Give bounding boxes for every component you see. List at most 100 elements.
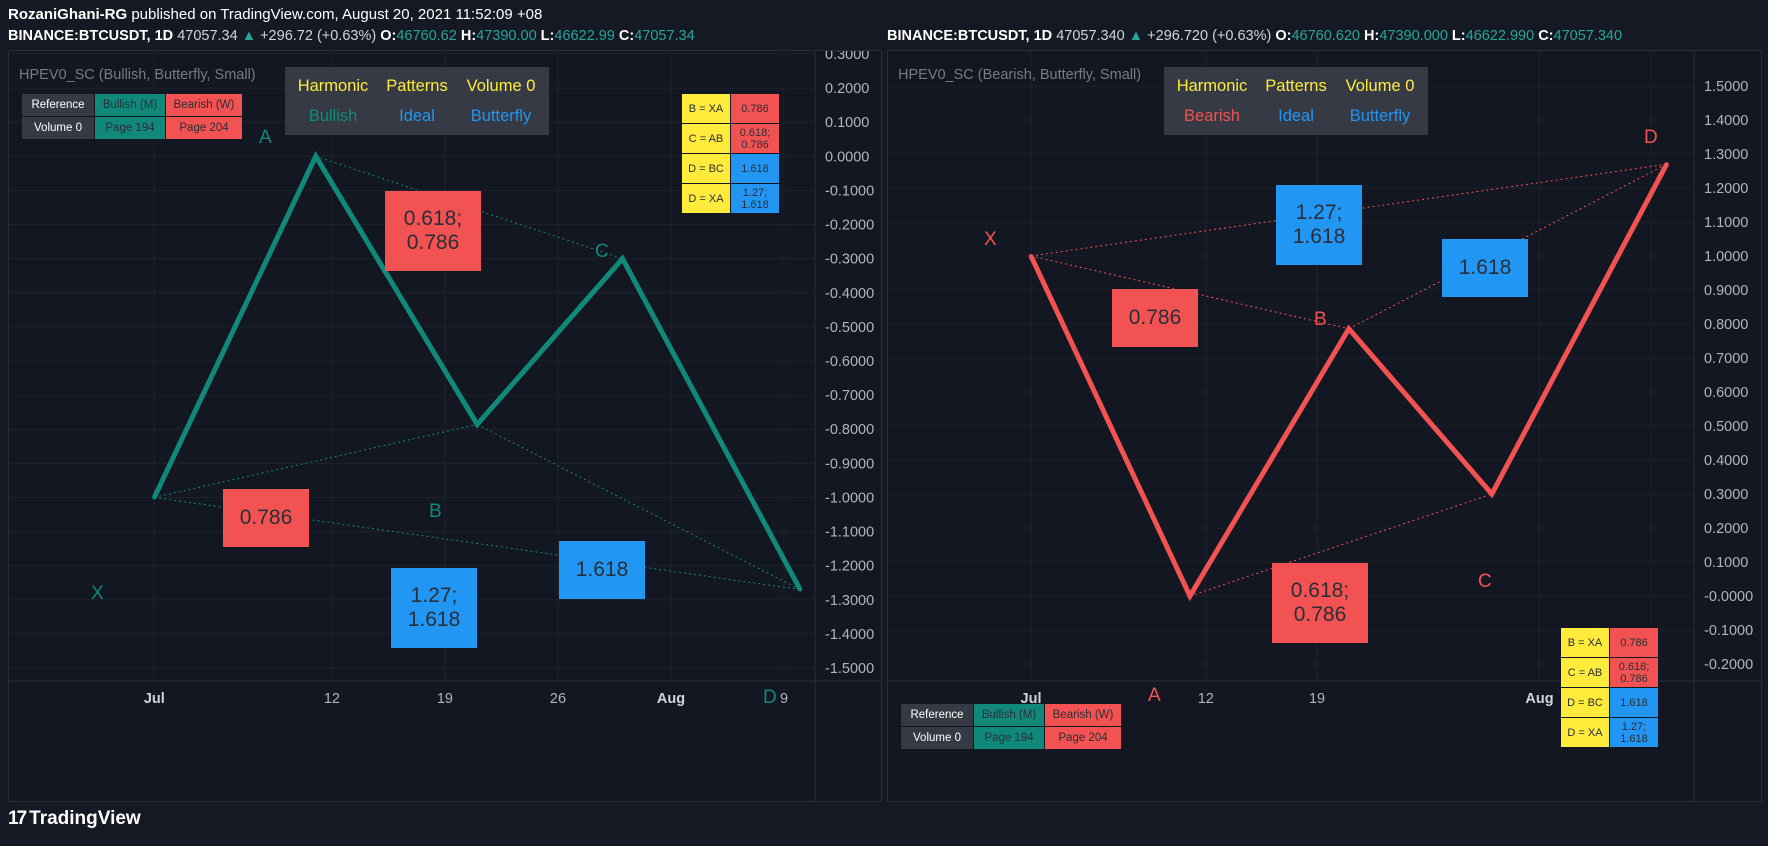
y-tick-label: -0.2000 xyxy=(825,218,874,234)
ratio-label: B = XA xyxy=(681,93,731,124)
indicator-title[interactable]: HPEV0_SC (Bearish, Butterfly, Small) xyxy=(898,67,1142,83)
ref-cell: Bearish (W) xyxy=(165,93,243,117)
legend-ideal: Ideal xyxy=(399,107,435,125)
ratio-dotted-line xyxy=(476,424,801,590)
x-tick-label: 12 xyxy=(1198,691,1214,707)
y-tick-label: -0.2000 xyxy=(1704,657,1753,673)
y-tick-label: 1.1000 xyxy=(1704,215,1748,231)
pattern-legend: Harmonic Patterns Volume 0 Bullish Ideal… xyxy=(285,67,549,135)
ratio-label: C = AB xyxy=(681,123,731,154)
ratio-box-bd: 1.618 xyxy=(559,541,645,599)
ref-cell: Page 204 xyxy=(1044,726,1122,750)
y-tick-label: 0.6000 xyxy=(1704,385,1748,401)
ticker-symbol[interactable]: BINANCE:BTCUSDT, 1D xyxy=(887,28,1053,44)
y-tick-label: 1.0000 xyxy=(1704,249,1748,265)
ratio-box-ac: 0.618; 0.786 xyxy=(385,191,481,271)
y-tick-label: -1.2000 xyxy=(825,559,874,575)
y-tick-label: -1.4000 xyxy=(825,627,874,643)
brand-name: TradingView xyxy=(29,808,141,829)
ticker-price: 47057.34 xyxy=(177,28,238,44)
ticker-symbol[interactable]: BINANCE:BTCUSDT, 1D xyxy=(8,28,174,44)
right-chart-panel[interactable]: 1.5000 1.4000 1.3000 1.2000 1.1000 1.0000 0.90… xyxy=(887,50,1762,802)
indicator-title[interactable]: HPEV0_SC (Bullish, Butterfly, Small) xyxy=(19,67,256,83)
y-tick-label: -0.8000 xyxy=(825,422,874,438)
point-marker-b xyxy=(475,422,480,427)
y-tick-label: -0.7000 xyxy=(825,388,874,404)
low-value: 46622.99 xyxy=(554,28,615,44)
ref-cell: Bullish (M) xyxy=(973,703,1045,727)
ref-cell: Reference xyxy=(900,703,974,727)
y-tick-label: -1.0000 xyxy=(825,490,874,506)
up-arrow-icon: ▲ xyxy=(1128,28,1144,44)
y-tick-label: 1.5000 xyxy=(1704,79,1748,95)
ratio-table: B = XA 0.786 C = AB 0.618; 0.786 D = BC 1.6… xyxy=(1560,627,1659,748)
x-tick-label: 19 xyxy=(437,691,453,707)
ref-cell: Reference xyxy=(21,93,95,117)
close-label: C: xyxy=(1538,28,1554,44)
ratio-label: D = XA xyxy=(1560,717,1610,748)
point-d-label: D xyxy=(763,687,777,708)
reference-table: Reference Bullish (M) Bearish (W) Volume… xyxy=(900,703,1122,750)
ratio-value: 0.786 xyxy=(1609,627,1659,658)
point-marker-c xyxy=(1489,492,1494,496)
low-label: L: xyxy=(1451,28,1466,44)
left-chart-panel[interactable]: 0.3000 0.2000 0.1000 0.0000 -0.1000 -0.2000 -0… xyxy=(8,50,882,802)
y-tick-label: -0.5000 xyxy=(825,320,874,336)
x-tick-label: Aug xyxy=(1525,691,1553,707)
ratio-dotted-line xyxy=(1030,255,1349,330)
ticker-price: 47057.340 xyxy=(1056,28,1125,44)
y-tick-label: -0.0000 xyxy=(1704,589,1753,605)
ratio-label: D = XA xyxy=(681,183,731,214)
ratio-value: 1.618 xyxy=(1609,687,1659,718)
y-tick-label: -0.1000 xyxy=(825,183,874,199)
point-d-label: D xyxy=(1644,127,1658,148)
y-tick-label: 0.1000 xyxy=(1704,555,1748,571)
y-tick-label: 0.4000 xyxy=(1704,453,1748,469)
point-marker-b xyxy=(1346,326,1351,331)
ratio-box-bd: 1.618 xyxy=(1442,239,1528,297)
point-c-label: C xyxy=(1478,571,1492,592)
close-value: 47057.340 xyxy=(1553,28,1623,44)
ratio-table: B = XA 0.786 C = AB 0.618; 0.786 D = BC 1.6… xyxy=(681,93,780,214)
x-tick-label: 12 xyxy=(324,691,340,707)
ref-cell: Volume 0 xyxy=(21,116,95,140)
ratio-label: C = AB xyxy=(1560,657,1610,688)
high-label: H: xyxy=(1364,28,1380,44)
right-ticker-line: BINANCE:BTCUSDT, 1D 47057.340 ▲ +296.720… xyxy=(887,28,1622,44)
y-tick-label: 0.2000 xyxy=(1704,521,1748,537)
ratio-label: D = BC xyxy=(1560,687,1610,718)
legend-ideal: Ideal xyxy=(1278,107,1314,125)
tradingview-logo[interactable]: 17 TradingView xyxy=(8,808,141,830)
ticker-change: +296.720 (+0.63%) xyxy=(1147,28,1272,44)
legend-patterns: Patterns xyxy=(1265,77,1327,95)
y-tick-label: -0.6000 xyxy=(825,354,874,370)
y-tick-label: -0.1000 xyxy=(1704,623,1753,639)
close-label: C: xyxy=(618,28,635,44)
y-tick-label: 1.4000 xyxy=(1704,113,1748,129)
ratio-value: 1.618 xyxy=(730,153,780,184)
ticker-change: +296.72 (+0.63%) xyxy=(260,28,377,44)
ref-cell: Volume 0 xyxy=(900,726,974,750)
low-value: 46622.990 xyxy=(1465,28,1535,44)
y-tick-label: -0.3000 xyxy=(825,252,874,268)
ref-cell: Page 194 xyxy=(973,726,1045,750)
x-tick-label: 19 xyxy=(1309,691,1325,707)
publish-info: RozaniGhani-RG published on TradingView.… xyxy=(8,6,542,23)
ref-cell: Page 194 xyxy=(94,116,166,140)
author-name[interactable]: RozaniGhani-RG xyxy=(8,6,128,23)
y-tick-label: 1.2000 xyxy=(1704,181,1748,197)
up-arrow-icon: ▲ xyxy=(241,28,257,44)
point-a-label: A xyxy=(259,127,272,148)
high-label: H: xyxy=(460,28,477,44)
high-value: 47390.000 xyxy=(1379,28,1448,44)
y-tick-label: 0.5000 xyxy=(1704,419,1748,435)
y-tick-label: 0.1000 xyxy=(825,115,869,131)
ratio-label: D = BC xyxy=(681,153,731,184)
point-b-label: B xyxy=(429,501,442,522)
ratio-value: 0.786 xyxy=(730,93,780,124)
ratio-box-xb: 0.786 xyxy=(223,489,309,547)
y-tick-label: 1.3000 xyxy=(1704,147,1748,163)
low-label: L: xyxy=(540,28,555,44)
point-marker-a xyxy=(313,154,318,159)
ratio-box-xd: 1.27; 1.618 xyxy=(1276,185,1362,265)
